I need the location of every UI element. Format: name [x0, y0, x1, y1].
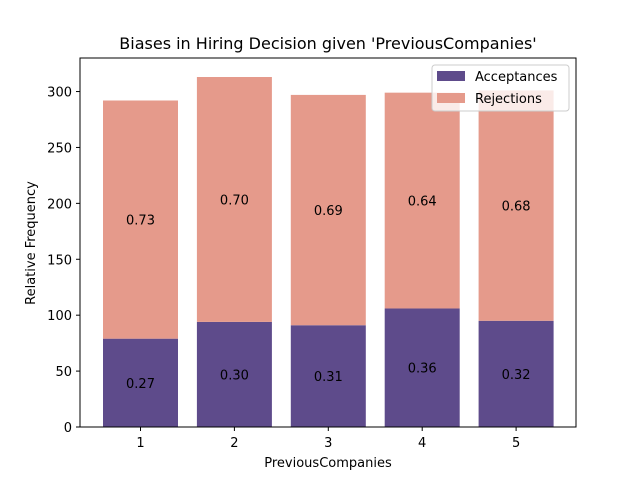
bar-acceptances-2 — [196, 321, 272, 427]
bar-rejections-2 — [196, 77, 272, 322]
chart-title: Biases in Hiring Decision given 'Previou… — [119, 34, 536, 53]
bar-rejections-5 — [478, 90, 554, 321]
y-axis-label: Relative Frequency — [24, 181, 39, 305]
x-tick-label: 4 — [418, 436, 426, 451]
x-axis: 1 2 3 4 5 — [136, 427, 520, 451]
bar-rejections-3 — [290, 94, 366, 326]
legend-label-acceptances: Acceptances — [475, 70, 558, 85]
y-tick-label: 200 — [47, 197, 72, 212]
x-tick-label: 5 — [512, 436, 520, 451]
x-tick-label: 1 — [136, 436, 144, 451]
y-axis: 0 50 100 150 200 250 300 — [47, 86, 80, 436]
bar-value-label: 0.27 — [126, 377, 155, 392]
bar-acceptances-3 — [290, 325, 366, 427]
y-tick-label: 250 — [47, 141, 72, 156]
bar-rejections-4 — [384, 92, 460, 309]
legend-box — [431, 64, 570, 112]
y-tick-label: 300 — [47, 86, 72, 101]
legend-swatch-acceptances — [437, 71, 465, 81]
y-tick-label: 50 — [55, 365, 72, 380]
x-axis-label: PreviousCompanies — [264, 456, 392, 471]
bar-acceptances-4 — [384, 308, 460, 427]
y-tick-label: 100 — [47, 309, 72, 324]
legend-label-rejections: Rejections — [475, 92, 542, 107]
y-tick-label: 0 — [64, 421, 72, 436]
bars-group — [103, 77, 554, 427]
bar-rejections-1 — [103, 100, 178, 339]
bar-labels-group: 0.27 0.73 0.30 0.70 0.31 0.69 0.36 0.64 0.32 0.68 — [126, 193, 531, 391]
x-tick-label: 3 — [324, 436, 332, 451]
plot-frame — [79, 57, 577, 428]
bar-value-label: 0.69 — [314, 204, 343, 219]
bar-value-label: 0.36 — [408, 362, 437, 377]
bar-value-label: 0.70 — [220, 193, 249, 208]
bar-acceptances-1 — [103, 338, 178, 427]
bar-value-label: 0.68 — [502, 200, 531, 215]
bar-value-label: 0.32 — [502, 368, 531, 383]
legend: Acceptances Rejections — [431, 64, 570, 112]
bar-value-label: 0.64 — [408, 195, 437, 210]
y-tick-label: 150 — [47, 253, 72, 268]
bar-value-label: 0.31 — [314, 370, 343, 385]
bar-acceptances-5 — [478, 320, 554, 427]
bar-value-label: 0.73 — [126, 214, 155, 229]
legend-swatch-rejections — [437, 93, 465, 103]
bar-value-label: 0.30 — [220, 368, 249, 383]
x-tick-label: 2 — [230, 436, 238, 451]
